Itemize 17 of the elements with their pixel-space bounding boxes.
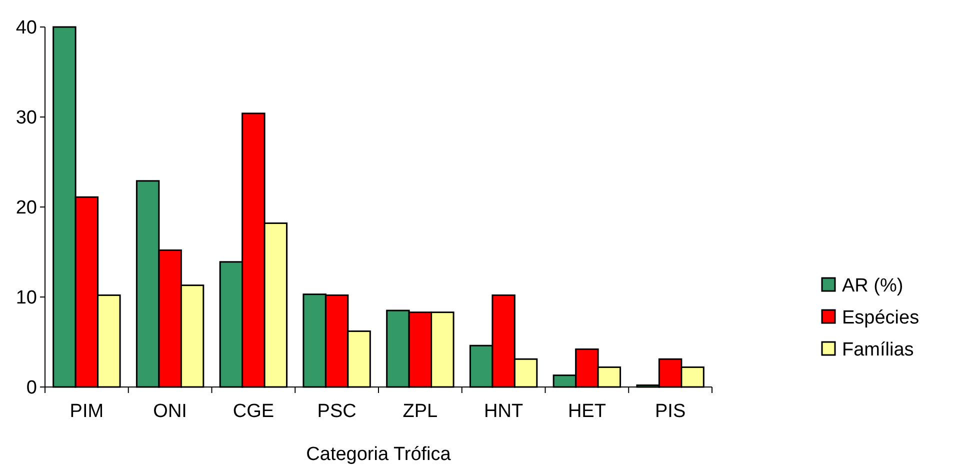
- x-tick-label: ONI: [153, 401, 187, 422]
- legend-label: AR (%): [842, 276, 904, 297]
- x-tick-label: ZPL: [402, 401, 438, 422]
- y-tick-label: 30: [16, 108, 37, 129]
- legend-label: Famílias: [842, 340, 914, 361]
- x-tick-label: CGE: [232, 401, 274, 422]
- x-tick-label: HNT: [484, 401, 524, 422]
- x-tick-label: HET: [568, 401, 606, 422]
- x-tick-label: PIM: [70, 401, 104, 422]
- y-tick-label: 40: [16, 18, 37, 39]
- x-axis-title: Categoria Trófica: [306, 444, 452, 465]
- y-tick-label: 10: [16, 288, 37, 309]
- legend-label: Espécies: [842, 308, 920, 329]
- x-tick-label: PIS: [655, 401, 686, 422]
- y-tick-label: 20: [16, 198, 37, 219]
- x-tick-label: PSC: [317, 401, 356, 422]
- y-tick-label: 0: [26, 378, 37, 399]
